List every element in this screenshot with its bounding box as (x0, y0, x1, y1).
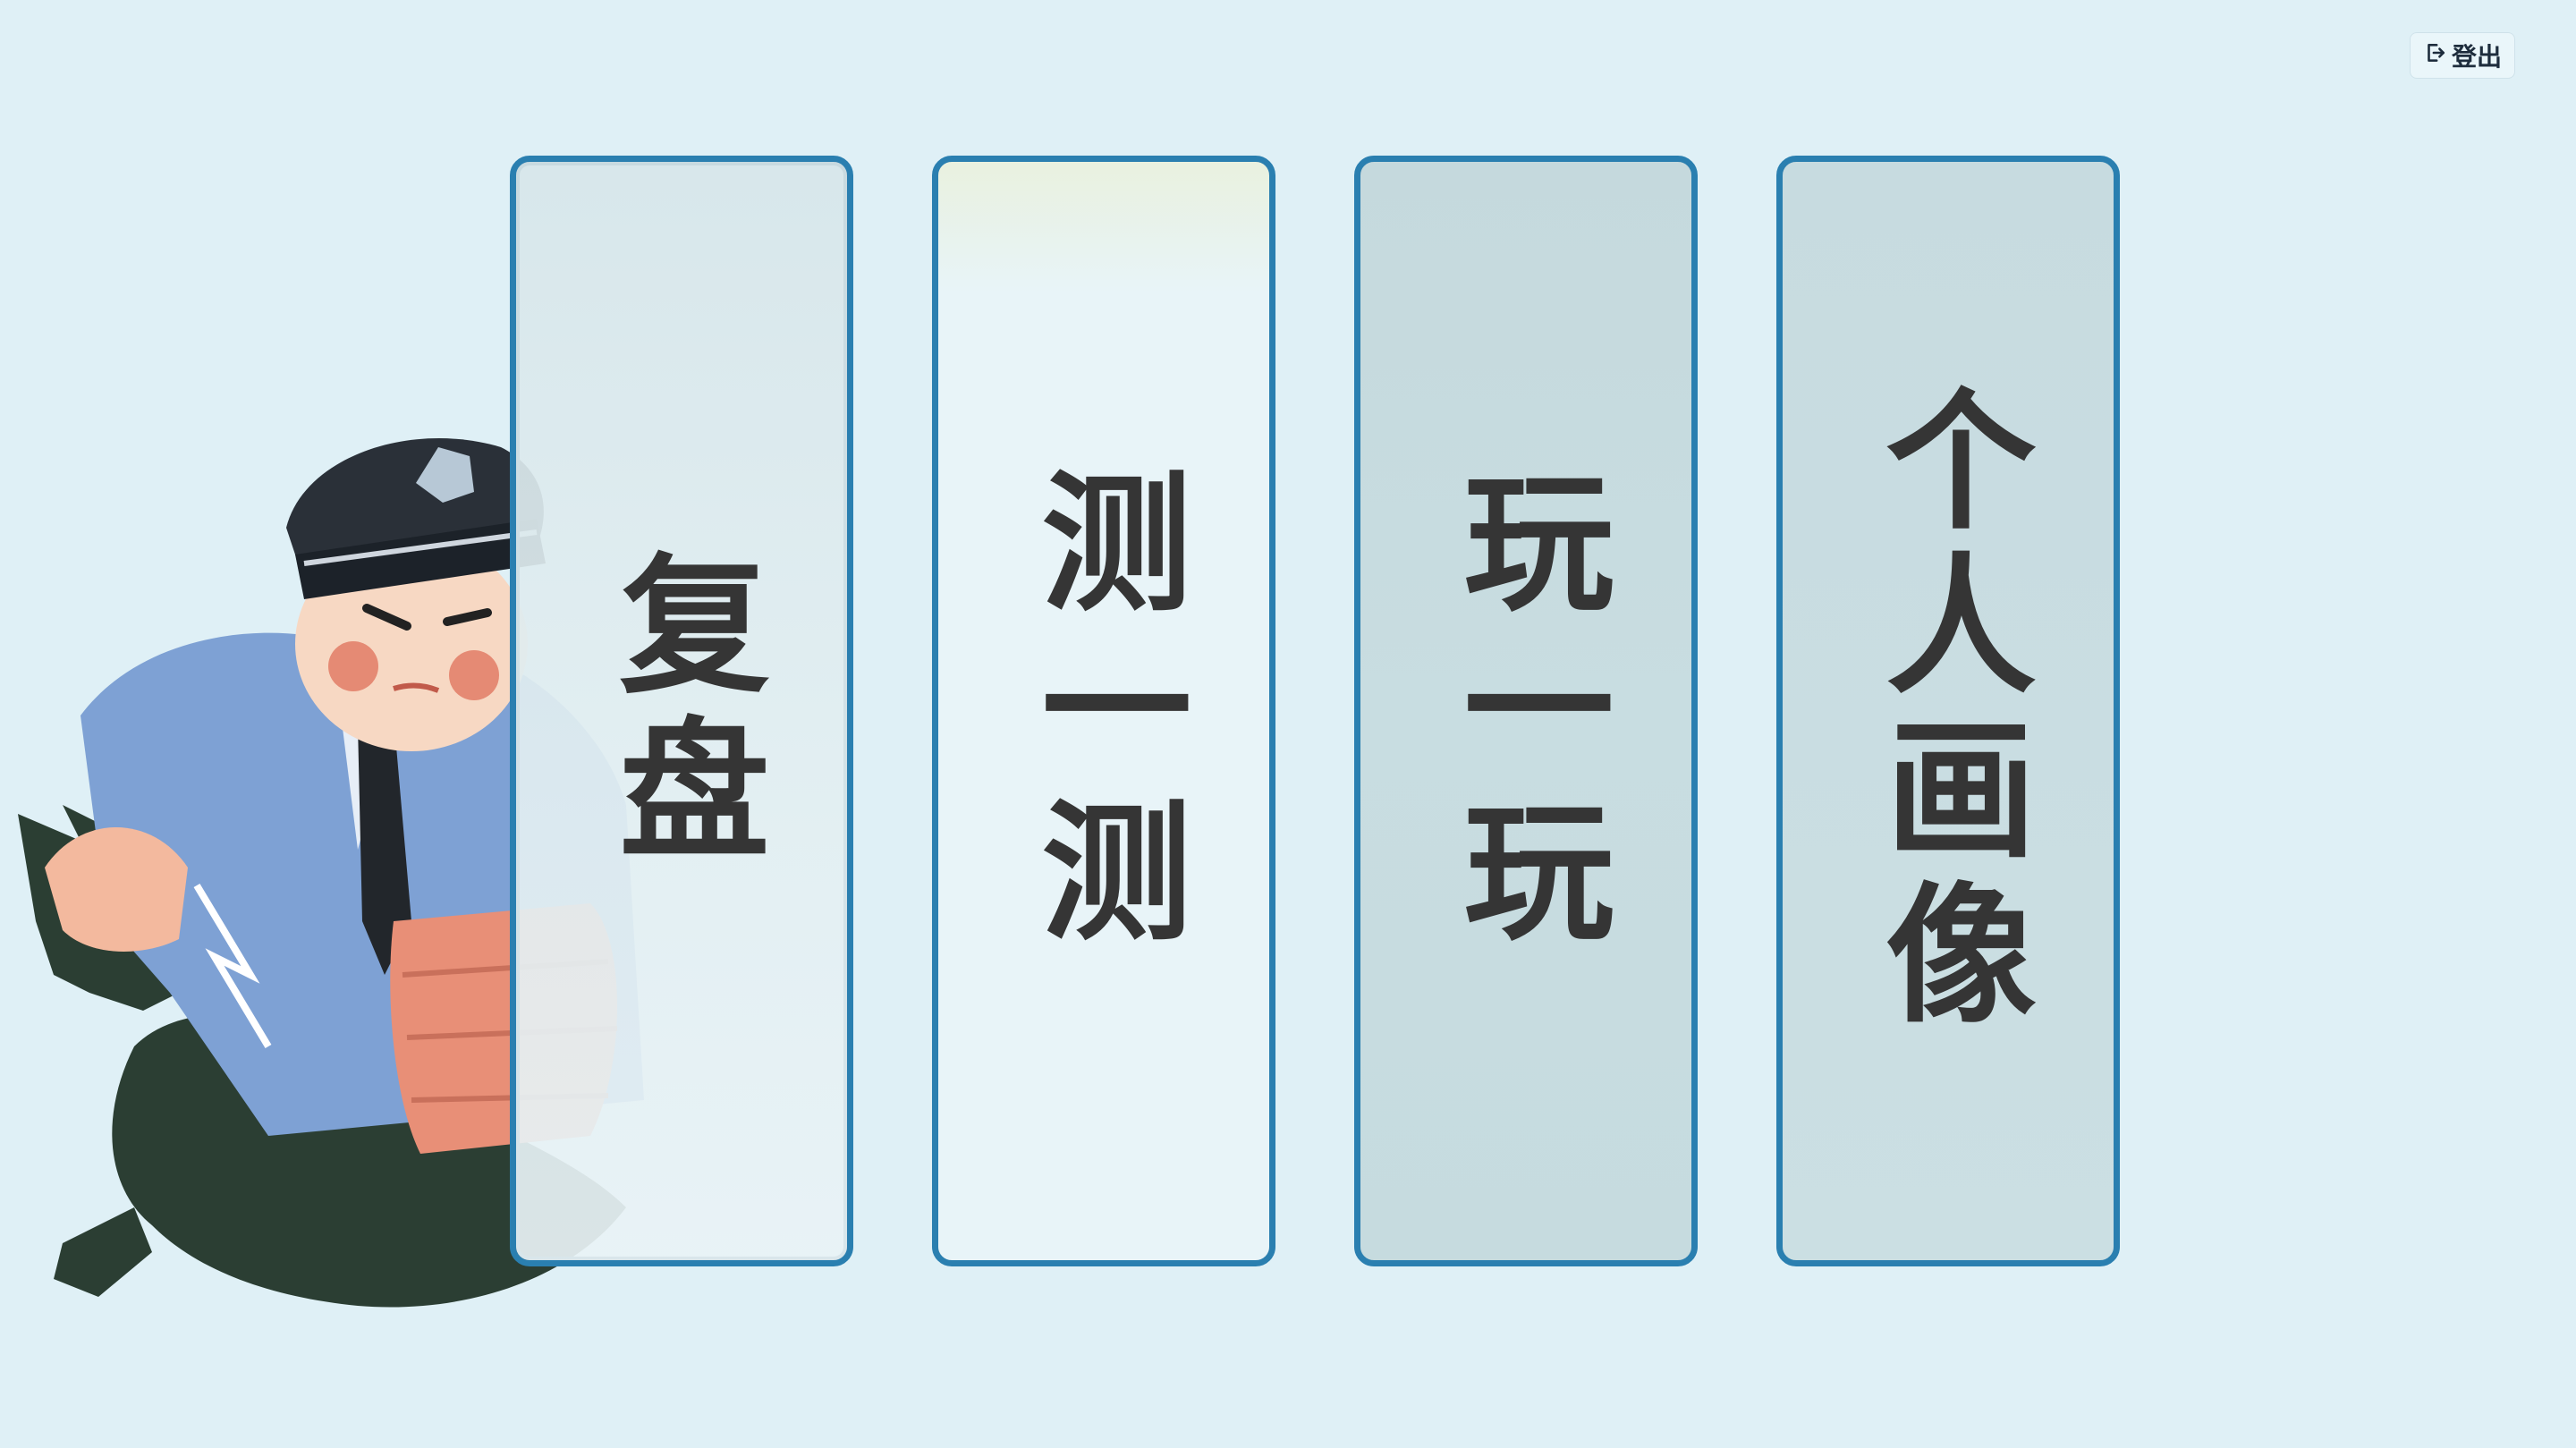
card-play-background (1360, 162, 1691, 1260)
card-test[interactable]: 测一测 (932, 156, 1275, 1266)
card-profile-background (1783, 162, 2114, 1260)
card-play[interactable]: 玩一玩 (1354, 156, 1698, 1266)
card-review-label: 复盘 (594, 546, 769, 876)
logout-button[interactable]: 登出 (2409, 32, 2515, 79)
card-play-label: 玩一玩 (1438, 464, 1614, 958)
logout-icon (2423, 41, 2446, 71)
card-test-label: 测一测 (1016, 464, 1191, 958)
logout-label: 登出 (2451, 42, 2502, 72)
card-review-background (516, 162, 847, 1260)
card-profile-label: 个人画像 (1860, 382, 2036, 1040)
card-profile[interactable]: 个人画像 (1776, 156, 2120, 1266)
card-review[interactable]: 复盘 (510, 156, 853, 1266)
police-officer-illustration (18, 438, 644, 1308)
card-test-background (938, 162, 1269, 1260)
